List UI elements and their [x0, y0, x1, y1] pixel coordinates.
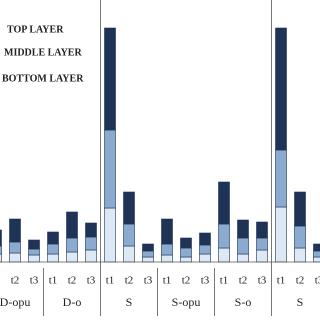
bar-segment: [123, 245, 135, 263]
bar-segment: [142, 256, 154, 263]
group-label: S-o: [235, 295, 252, 309]
x-tick-label: t3: [144, 275, 153, 287]
x-tick-label: t3: [87, 275, 96, 287]
bar-segment: [256, 237, 268, 251]
bar-segment: [218, 223, 230, 249]
x-tick-label: t3: [201, 275, 210, 287]
x-tick-label: t1: [220, 275, 229, 287]
bar-segment: [0, 253, 2, 263]
x-tick-label: t2: [11, 275, 20, 287]
x-tick-label: t3: [30, 275, 39, 287]
bar-segment: [28, 248, 40, 256]
x-tick-label: t3: [315, 275, 320, 287]
legend-label: BOTTOM LAYER: [2, 73, 84, 84]
group-label: D-opu: [0, 295, 30, 309]
x-tick-label: t3: [258, 275, 267, 287]
bar-segment: [256, 221, 268, 239]
bar-segment: [199, 232, 211, 246]
group-label: S-opu: [172, 295, 201, 309]
bar-segment: [47, 231, 59, 245]
bar-segment: [28, 239, 40, 250]
bar-segment: [180, 247, 192, 258]
bar-segment: [180, 237, 192, 249]
bar-segment: [218, 181, 230, 225]
bar-segment: [275, 149, 287, 208]
bar-segment: [199, 253, 211, 263]
bar-segment: [104, 129, 116, 209]
x-tick-label: t2: [239, 275, 248, 287]
bar-segment: [161, 243, 173, 256]
bar-segment: [256, 249, 268, 263]
legend-label: MIDDLE LAYER: [4, 47, 82, 58]
bar-segment: [28, 254, 40, 263]
bar-segment: [294, 225, 306, 249]
bar-segment: [275, 206, 287, 263]
bar-segment: [294, 191, 306, 227]
bar-segment: [161, 218, 173, 245]
bar-segment: [0, 229, 2, 247]
bar-segment: [47, 243, 59, 255]
legend-label: TOP LAYER: [7, 24, 64, 35]
bar-segment: [85, 236, 97, 251]
bar-segment: [85, 222, 97, 238]
bar-segment: [66, 251, 78, 263]
bar-segment: [313, 256, 320, 263]
bar-segment: [85, 249, 97, 263]
bar-segment: [199, 244, 211, 255]
bar-segment: [0, 245, 2, 255]
bar-segment: [66, 237, 78, 253]
x-tick-label: t1: [49, 275, 58, 287]
x-tick-label: t2: [125, 275, 134, 287]
bar-segment: [142, 243, 154, 252]
bar-segment: [275, 27, 287, 151]
bar-segment: [66, 211, 78, 239]
group-label: S: [126, 295, 133, 309]
x-tick-label: t1: [106, 275, 115, 287]
x-tick-label: t1: [277, 275, 286, 287]
bar-segment: [9, 241, 21, 254]
bar-segment: [218, 247, 230, 263]
bar-segment: [104, 207, 116, 263]
group-label: D-o: [63, 295, 82, 309]
x-tick-label: t2: [68, 275, 77, 287]
bar-segment: [237, 237, 249, 255]
bar-segment: [313, 243, 320, 252]
bar-segment: [161, 254, 173, 263]
bar-segment: [9, 252, 21, 263]
bar-segment: [104, 27, 116, 131]
x-tick-label: t2: [182, 275, 191, 287]
bar-segment: [180, 256, 192, 263]
bar-segment: [237, 253, 249, 263]
x-tick-label: t2: [296, 275, 305, 287]
bar-segment: [47, 253, 59, 263]
group-label: S: [297, 295, 304, 309]
x-tick-label: t1: [163, 275, 172, 287]
bar-segment: [142, 250, 154, 258]
bar-segment: [237, 219, 249, 239]
bar-segment: [123, 191, 135, 225]
bar-segment: [9, 218, 21, 243]
bar-segment: [313, 250, 320, 258]
bar-segment: [294, 247, 306, 263]
bar-segment: [123, 223, 135, 247]
